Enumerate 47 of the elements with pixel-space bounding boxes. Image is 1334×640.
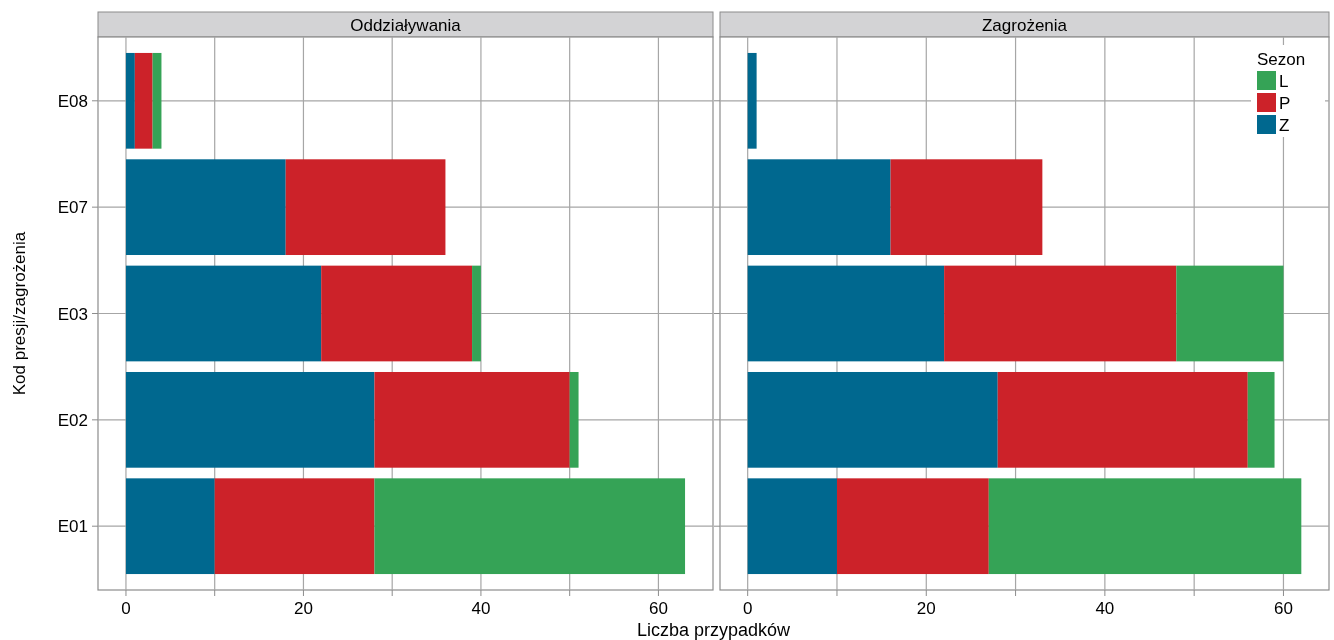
- bar: [747, 478, 837, 575]
- x-tick-label: 0: [121, 599, 131, 618]
- bar: [747, 371, 998, 468]
- y-tick-label: E07: [57, 198, 88, 218]
- bar: [214, 478, 375, 575]
- y-tick-label: E03: [57, 304, 88, 324]
- bar: [747, 159, 891, 256]
- x-tick-label: 0: [742, 599, 753, 618]
- x-tick-label: 60: [648, 599, 668, 618]
- bar: [944, 265, 1177, 362]
- bar: [472, 265, 481, 362]
- chart-title: Oddziaływania: [350, 15, 462, 35]
- x-axis-title: Liczba przypadków: [636, 620, 792, 640]
- y-tick-label: E08: [57, 91, 88, 111]
- y-tick-label: E02: [57, 410, 88, 430]
- bar: [321, 265, 473, 362]
- y-tick-label: E01: [57, 517, 88, 537]
- bar: [125, 371, 375, 468]
- bar: [125, 265, 322, 362]
- x-tick-label: 20: [293, 599, 313, 618]
- bar: [1247, 371, 1275, 468]
- x-tick-label: 40: [1095, 599, 1115, 618]
- x-tick-label: 40: [471, 599, 491, 618]
- bar: [997, 371, 1248, 468]
- bar: [836, 478, 989, 575]
- legend-label: L: [1279, 72, 1289, 91]
- legend-label: Z: [1279, 116, 1290, 135]
- bar: [125, 478, 215, 575]
- bar: [747, 52, 757, 149]
- bar: [125, 159, 286, 256]
- bar: [988, 478, 1302, 575]
- bar: [374, 371, 570, 468]
- x-tick-label: 20: [916, 599, 936, 618]
- bar: [134, 52, 153, 149]
- bar: [285, 159, 446, 256]
- y-axis-title: Kod presji/zagrożenia: [10, 231, 29, 396]
- x-tick-label: 60: [1274, 599, 1293, 618]
- legend-title: Sezon: [1257, 50, 1306, 69]
- bar: [747, 265, 945, 362]
- chart-title: Zagrożenia: [981, 15, 1068, 35]
- bar: [890, 159, 1043, 256]
- bar: [152, 52, 162, 149]
- bar: [569, 371, 579, 468]
- legend-label: P: [1279, 94, 1291, 113]
- bar: [374, 478, 686, 575]
- bar: [1176, 265, 1284, 362]
- bar: [125, 52, 135, 149]
